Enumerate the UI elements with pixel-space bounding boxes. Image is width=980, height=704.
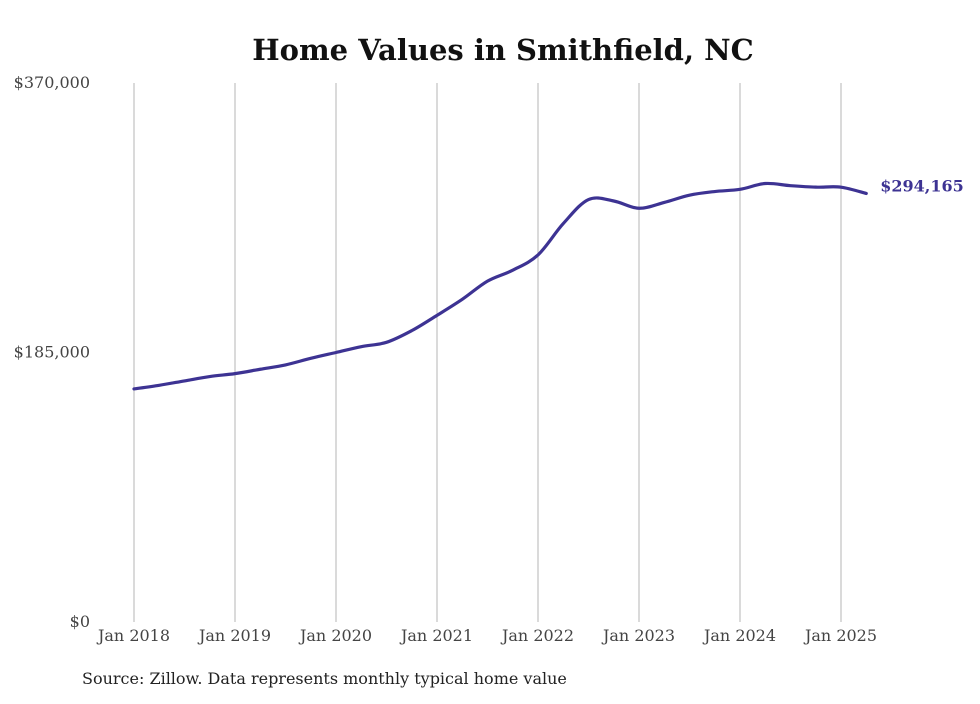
x-axis-ticks: Jan 2018 Jan 2019 Jan 2020 Jan 2021 Jan 2022… [96, 626, 877, 645]
data-point [688, 194, 690, 196]
data-point [461, 298, 463, 300]
data-point [815, 186, 817, 188]
data-point [284, 364, 286, 366]
data-point [486, 280, 488, 282]
chart-title: Home Values in Smithfield, NC [252, 33, 754, 67]
data-point [158, 384, 160, 386]
data-point [638, 207, 640, 209]
data-point [335, 351, 337, 353]
x-tick-label: Jan 2020 [298, 626, 372, 645]
y-tick-label: $0 [70, 612, 90, 631]
data-point [663, 201, 665, 203]
y-axis-ticks: $0 $185,000 $370,000 [14, 73, 90, 631]
data-point [789, 185, 791, 187]
data-point [562, 222, 564, 224]
end-value-label: $294,165 [880, 176, 964, 195]
y-tick-label: $185,000 [14, 343, 90, 362]
x-tick-label: Jan 2023 [601, 626, 675, 645]
data-point [360, 345, 362, 347]
x-tick-label: Jan 2022 [500, 626, 574, 645]
x-tick-label: Jan 2021 [399, 626, 473, 645]
source-note: Source: Zillow. Data represents monthly … [82, 669, 567, 688]
data-point [436, 314, 438, 316]
data-point [385, 341, 387, 343]
series-line [132, 181, 868, 391]
x-tick-label: Jan 2024 [702, 626, 776, 645]
data-point [739, 188, 741, 190]
x-tick-label: Jan 2018 [96, 626, 170, 645]
data-point [840, 186, 842, 188]
data-point [613, 200, 615, 202]
data-point [133, 388, 135, 390]
data-point [714, 190, 716, 192]
data-point [259, 368, 261, 370]
x-tick-label: Jan 2019 [197, 626, 271, 645]
series: $294,165 [132, 176, 964, 391]
data-point [537, 254, 539, 256]
data-point [411, 329, 413, 331]
data-point [310, 357, 312, 359]
data-point [183, 380, 185, 382]
data-point [209, 375, 211, 377]
data-point [865, 192, 867, 194]
y-tick-label: $370,000 [14, 73, 90, 92]
data-point [587, 198, 589, 200]
x-tick-label: Jan 2025 [803, 626, 877, 645]
grid [133, 83, 842, 622]
data-point [764, 182, 766, 184]
data-point [512, 269, 514, 271]
data-point [234, 372, 236, 374]
